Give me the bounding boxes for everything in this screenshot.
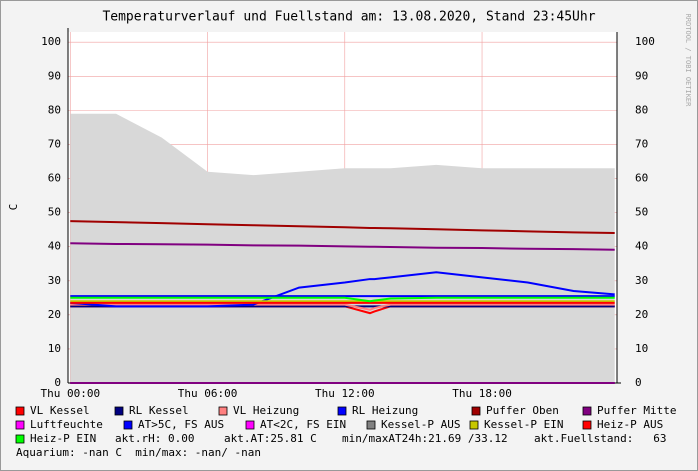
legend-swatch [582, 406, 592, 416]
legend-label: Puffer Mitte [597, 404, 676, 417]
legend-swatch [114, 406, 124, 416]
note: Aquarium: -nan C min/max: -nan/ -nan [16, 446, 261, 459]
y2-tick-label: 90 [635, 69, 648, 82]
x-tick-label: Thu 06:00 [178, 387, 238, 400]
legend-label: Puffer Oben [486, 404, 559, 417]
y-tick-label: 30 [48, 274, 61, 287]
legend-swatch [15, 406, 25, 416]
y-tick-label: 100 [41, 35, 61, 48]
legend-swatch [469, 420, 479, 430]
legend-swatch [15, 434, 25, 444]
note: min/maxAT24h:21.69 /33.12 [342, 432, 508, 445]
legend-swatch [123, 420, 133, 430]
y-tick-label: 10 [48, 342, 61, 355]
y-axis-label: C [7, 204, 20, 211]
legend-label: AT<2C, FS EIN [260, 418, 346, 431]
y2-tick-label: 10 [635, 342, 648, 355]
y-tick-label: 50 [48, 206, 61, 219]
y-tick-label: 60 [48, 172, 61, 185]
y2-tick-label: 0 [635, 376, 642, 389]
y2-tick-label: 100 [635, 35, 655, 48]
y2-tick-label: 40 [635, 240, 648, 253]
legend-label: Kessel-P AUS [381, 418, 460, 431]
legend-label: Luftfeuchte [30, 418, 103, 431]
y2-tick-label: 70 [635, 137, 648, 150]
legend-swatch [218, 406, 228, 416]
line [70, 303, 615, 311]
line [70, 220, 615, 235]
x-tick-label: Thu 12:00 [315, 387, 375, 400]
y2-tick-label: 30 [635, 274, 648, 287]
legend-label: RL Heizung [352, 404, 418, 417]
watermark: RRDTOOL / TOBI OETIKER [684, 14, 692, 108]
y-tick-label: 0 [54, 376, 61, 389]
line [70, 296, 615, 303]
legend-swatch [582, 420, 592, 430]
y2-tick-label: 80 [635, 103, 648, 116]
note: akt.Fuellstand: 63 [534, 432, 666, 445]
line [70, 242, 615, 251]
y2-tick-label: 60 [635, 172, 648, 185]
legend-label: Heiz-P EIN [30, 432, 96, 445]
y-tick-label: 40 [48, 240, 61, 253]
legend-label: VL Kessel [30, 404, 90, 417]
legend-swatch [15, 420, 25, 430]
chart-title: Temperaturverlauf und Fuellstand am: 13.… [102, 10, 595, 25]
legend-swatch [245, 420, 255, 430]
x-tick-label: Thu 18:00 [452, 387, 512, 400]
legend-label: VL Heizung [233, 404, 299, 417]
y-tick-label: 80 [48, 103, 61, 116]
y-tick-label: 70 [48, 137, 61, 150]
y-tick-label: 90 [48, 69, 61, 82]
note: akt.rH: 0.00 [115, 432, 194, 445]
legend-swatch [366, 420, 376, 430]
legend-label: RL Kessel [129, 404, 189, 417]
legend-swatch [471, 406, 481, 416]
legend-label: Heiz-P AUS [597, 418, 663, 431]
y2-tick-label: 50 [635, 206, 648, 219]
y2-tick-label: 20 [635, 308, 648, 321]
x-tick-label: Thu 00:00 [40, 387, 100, 400]
y-tick-label: 20 [48, 308, 61, 321]
line [70, 271, 615, 308]
legend-label: AT>5C, FS AUS [138, 418, 224, 431]
area [70, 113, 615, 383]
legend-label: Kessel-P EIN [484, 418, 563, 431]
note: akt.AT:25.81 C [224, 432, 317, 445]
legend-swatch [337, 406, 347, 416]
